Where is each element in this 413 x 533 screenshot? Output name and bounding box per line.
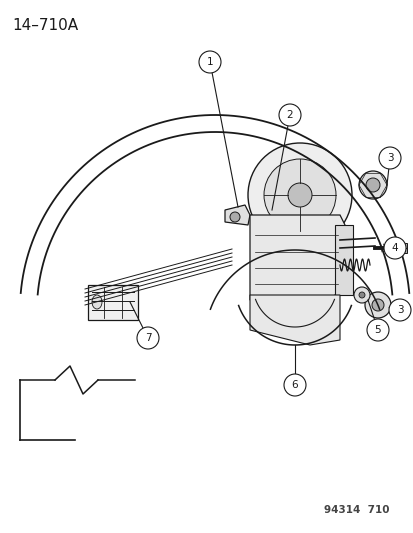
Circle shape [230, 212, 240, 222]
Circle shape [364, 292, 390, 318]
Circle shape [247, 143, 351, 247]
Circle shape [388, 299, 410, 321]
Text: 7: 7 [144, 333, 151, 343]
Circle shape [383, 237, 405, 259]
Circle shape [365, 178, 379, 192]
Polygon shape [249, 295, 339, 345]
Circle shape [199, 51, 221, 73]
Text: 2: 2 [286, 110, 292, 120]
Ellipse shape [92, 295, 102, 309]
Bar [334, 225, 352, 295]
Circle shape [366, 319, 388, 341]
Circle shape [371, 299, 383, 311]
Circle shape [378, 147, 400, 169]
Circle shape [353, 287, 369, 303]
Polygon shape [224, 205, 249, 225]
Polygon shape [249, 215, 344, 305]
Bar [88, 285, 138, 320]
Text: 1: 1 [206, 57, 213, 67]
Bar [396, 243, 406, 253]
Circle shape [287, 183, 311, 207]
Text: 4: 4 [391, 243, 397, 253]
Text: 5: 5 [374, 325, 380, 335]
Text: 3: 3 [396, 305, 402, 315]
Text: 94314  710: 94314 710 [324, 505, 389, 515]
Text: 3: 3 [386, 153, 392, 163]
Circle shape [283, 374, 305, 396]
Circle shape [278, 104, 300, 126]
Circle shape [137, 327, 159, 349]
Text: 6: 6 [291, 380, 298, 390]
Circle shape [358, 171, 386, 199]
Circle shape [358, 292, 364, 298]
Circle shape [263, 159, 335, 231]
Text: 14–710A: 14–710A [12, 18, 78, 33]
